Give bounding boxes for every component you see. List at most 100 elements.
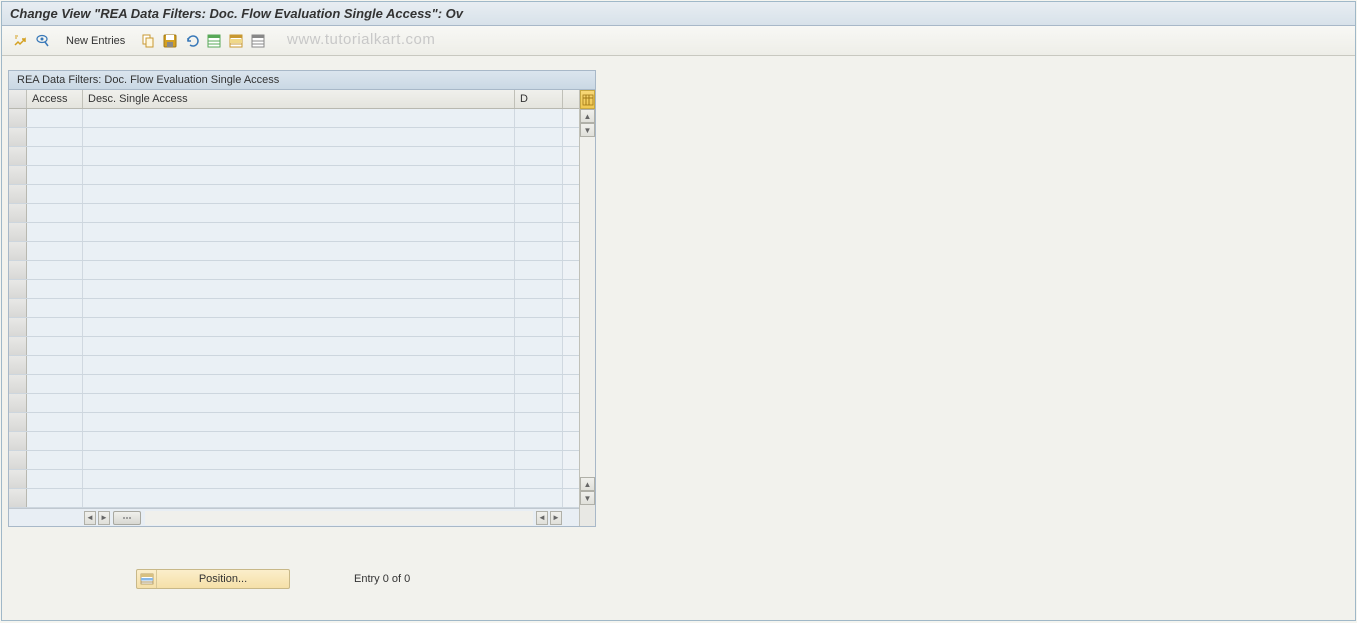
vscroll-down-icon[interactable]: ▼ <box>580 123 595 137</box>
row-selector[interactable] <box>9 394 27 412</box>
table-row[interactable] <box>9 470 579 489</box>
table-row[interactable] <box>9 147 579 166</box>
cell-desc[interactable] <box>83 147 515 165</box>
cell-desc[interactable] <box>83 299 515 317</box>
cell-d[interactable] <box>515 166 563 184</box>
cell-desc[interactable] <box>83 223 515 241</box>
table-row[interactable] <box>9 318 579 337</box>
row-selector[interactable] <box>9 299 27 317</box>
table-row[interactable] <box>9 166 579 185</box>
vscroll-up2-icon[interactable]: ▲ <box>580 477 595 491</box>
cell-desc[interactable] <box>83 356 515 374</box>
cell-access[interactable] <box>27 261 83 279</box>
cell-d[interactable] <box>515 280 563 298</box>
cell-d[interactable] <box>515 318 563 336</box>
table-row[interactable] <box>9 109 579 128</box>
cell-d[interactable] <box>515 261 563 279</box>
table-row[interactable] <box>9 356 579 375</box>
row-selector[interactable] <box>9 223 27 241</box>
row-selector[interactable] <box>9 204 27 222</box>
hscroll-left-icon[interactable]: ◄ <box>84 511 96 525</box>
cell-access[interactable] <box>27 223 83 241</box>
position-button[interactable]: Position... <box>136 569 290 589</box>
cell-d[interactable] <box>515 375 563 393</box>
find-icon[interactable] <box>34 32 52 50</box>
row-selector[interactable] <box>9 470 27 488</box>
hscroll-left2-icon[interactable]: ◄ <box>536 511 548 525</box>
column-header-access[interactable]: Access <box>27 90 83 108</box>
table-row[interactable] <box>9 242 579 261</box>
row-selector[interactable] <box>9 318 27 336</box>
cell-d[interactable] <box>515 413 563 431</box>
vscroll-down2-icon[interactable]: ▼ <box>580 491 595 505</box>
table-settings-icon[interactable] <box>580 90 595 109</box>
cell-access[interactable] <box>27 299 83 317</box>
hscroll-thumb[interactable] <box>113 511 141 525</box>
column-header-desc[interactable]: Desc. Single Access <box>83 90 515 108</box>
cell-desc[interactable] <box>83 432 515 450</box>
cell-access[interactable] <box>27 451 83 469</box>
cell-d[interactable] <box>515 147 563 165</box>
cell-d[interactable] <box>515 109 563 127</box>
cell-access[interactable] <box>27 489 83 507</box>
cell-d[interactable] <box>515 128 563 146</box>
cell-access[interactable] <box>27 375 83 393</box>
table-row[interactable] <box>9 204 579 223</box>
cell-d[interactable] <box>515 470 563 488</box>
cell-access[interactable] <box>27 470 83 488</box>
row-selector[interactable] <box>9 166 27 184</box>
column-header-d[interactable]: D <box>515 90 563 108</box>
cell-desc[interactable] <box>83 470 515 488</box>
cell-desc[interactable] <box>83 109 515 127</box>
toggle-display-icon[interactable] <box>12 32 30 50</box>
row-selector[interactable] <box>9 280 27 298</box>
cell-access[interactable] <box>27 337 83 355</box>
cell-d[interactable] <box>515 489 563 507</box>
new-entries-button[interactable]: New Entries <box>60 33 131 49</box>
cell-access[interactable] <box>27 318 83 336</box>
row-selector[interactable] <box>9 261 27 279</box>
row-selector[interactable] <box>9 413 27 431</box>
cell-d[interactable] <box>515 204 563 222</box>
row-selector[interactable] <box>9 489 27 507</box>
vscroll-track[interactable] <box>580 137 595 477</box>
row-selector[interactable] <box>9 375 27 393</box>
table-row[interactable] <box>9 432 579 451</box>
cell-desc[interactable] <box>83 489 515 507</box>
cell-access[interactable] <box>27 280 83 298</box>
cell-access[interactable] <box>27 128 83 146</box>
column-selector-header[interactable] <box>9 90 27 108</box>
table-row[interactable] <box>9 375 579 394</box>
select-block-icon[interactable] <box>227 32 245 50</box>
row-selector[interactable] <box>9 356 27 374</box>
deselect-all-icon[interactable] <box>249 32 267 50</box>
row-selector[interactable] <box>9 185 27 203</box>
cell-d[interactable] <box>515 432 563 450</box>
row-selector[interactable] <box>9 242 27 260</box>
cell-access[interactable] <box>27 432 83 450</box>
cell-desc[interactable] <box>83 413 515 431</box>
cell-access[interactable] <box>27 166 83 184</box>
cell-d[interactable] <box>515 394 563 412</box>
cell-desc[interactable] <box>83 375 515 393</box>
cell-access[interactable] <box>27 356 83 374</box>
table-row[interactable] <box>9 128 579 147</box>
cell-desc[interactable] <box>83 337 515 355</box>
cell-desc[interactable] <box>83 242 515 260</box>
cell-d[interactable] <box>515 242 563 260</box>
select-all-icon[interactable] <box>205 32 223 50</box>
cell-desc[interactable] <box>83 185 515 203</box>
table-row[interactable] <box>9 280 579 299</box>
cell-access[interactable] <box>27 185 83 203</box>
table-row[interactable] <box>9 223 579 242</box>
table-row[interactable] <box>9 299 579 318</box>
cell-access[interactable] <box>27 204 83 222</box>
table-row[interactable] <box>9 261 579 280</box>
table-row[interactable] <box>9 489 579 508</box>
cell-access[interactable] <box>27 242 83 260</box>
cell-d[interactable] <box>515 223 563 241</box>
cell-access[interactable] <box>27 109 83 127</box>
cell-d[interactable] <box>515 185 563 203</box>
row-selector[interactable] <box>9 128 27 146</box>
copy-icon[interactable] <box>139 32 157 50</box>
